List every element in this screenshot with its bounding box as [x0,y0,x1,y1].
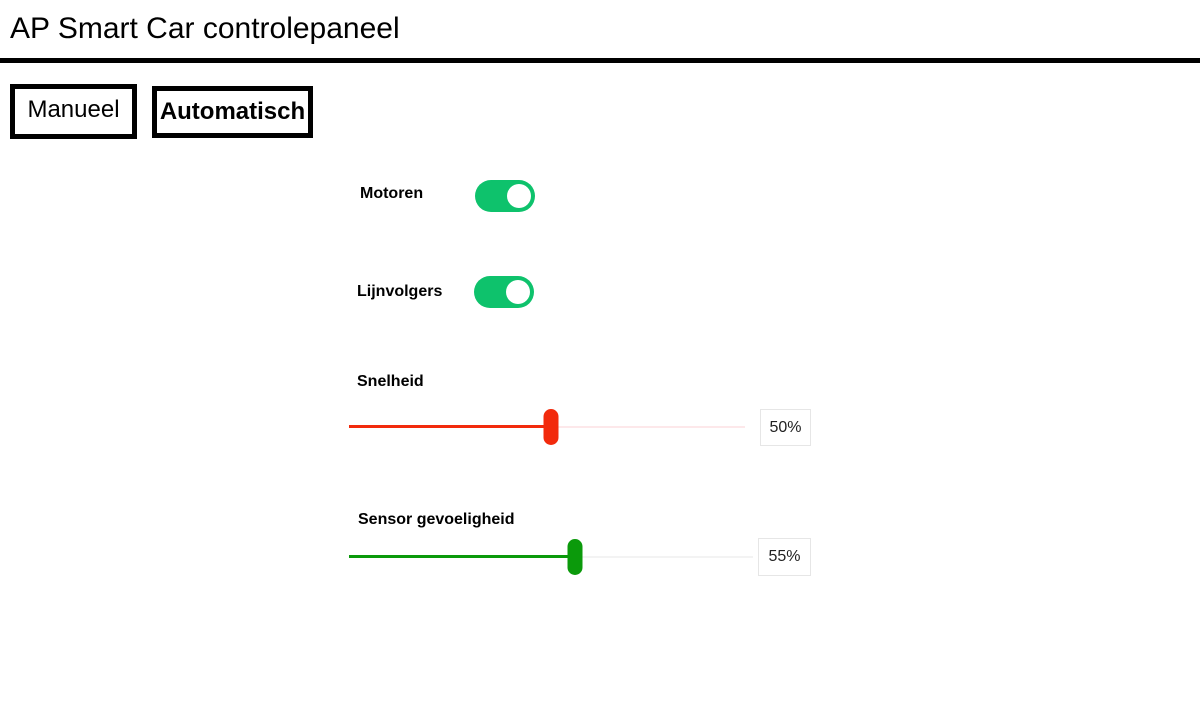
speed-slider-thumb[interactable] [543,409,559,445]
speed-label: Snelheid [357,373,424,390]
line-followers-toggle-knob [506,280,530,304]
sensor-sensitivity-slider-fill [349,555,575,558]
page-title: AP Smart Car controlepaneel [10,12,400,45]
manual-mode-button[interactable]: Manueel [10,84,137,139]
sensor-sensitivity-slider-thumb[interactable] [567,539,583,575]
line-followers-toggle[interactable] [474,276,534,308]
sensor-sensitivity-value: 55% [768,548,801,565]
speed-value-box: 50% [760,409,811,446]
speed-slider-fill [349,425,551,428]
line-followers-label: Lijnvolgers [357,283,443,300]
motors-label: Motoren [360,185,424,202]
header-bar: AP Smart Car controlepaneel [0,0,1200,63]
sensor-sensitivity-slider[interactable] [349,537,753,577]
speed-slider[interactable] [349,407,745,447]
sensor-sensitivity-label: Sensor gevoeligheid [358,511,515,528]
motors-toggle[interactable] [475,180,535,212]
automatic-mode-button[interactable]: Automatisch [152,86,313,138]
sensor-sensitivity-value-box: 55% [758,538,811,576]
motors-toggle-knob [507,184,531,208]
speed-value: 50% [769,418,802,436]
